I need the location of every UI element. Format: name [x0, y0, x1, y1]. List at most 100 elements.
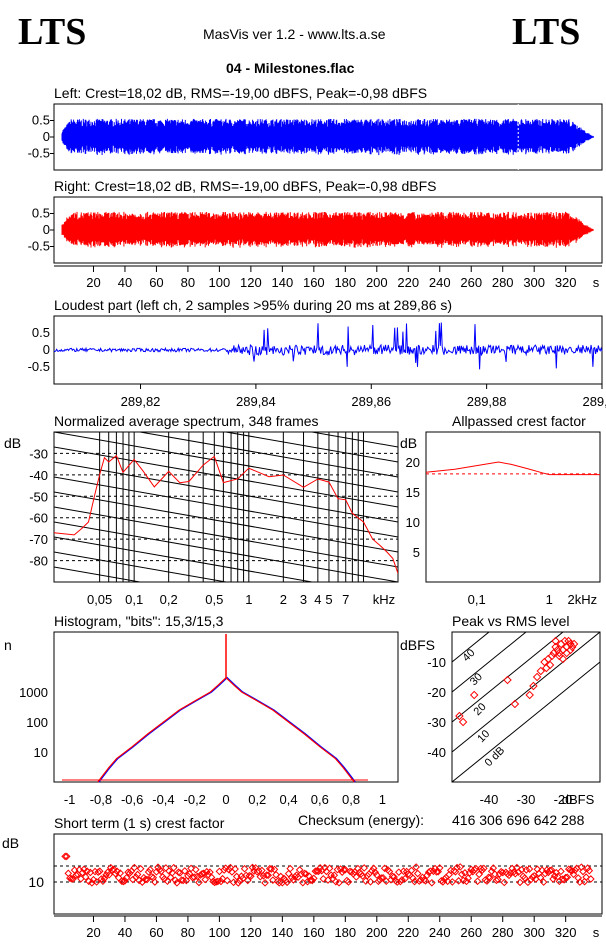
peak-vs-rms-ytick: -20 — [427, 685, 446, 700]
checksum-value: 416 306 696 642 288 — [452, 812, 585, 828]
app-title: MasVis ver 1.2 - www.lts.a.se — [203, 26, 386, 42]
checksum-label: Checksum (energy): — [298, 812, 425, 828]
short-term-crest-point — [332, 877, 340, 886]
spectrum-slope — [309, 432, 398, 448]
short-term-crest-point — [169, 863, 178, 872]
short-term-crest-point — [369, 864, 378, 873]
loudest-part-title: Loudest part (left ch, 2 samples >95% du… — [54, 297, 452, 313]
short-term-crest-point — [401, 874, 409, 883]
peak-vs-rms-ylabel: dBFS — [400, 637, 435, 653]
short-term-crest-point — [69, 875, 77, 883]
peak-vs-rms-diagonals — [452, 632, 600, 782]
allpassed-crest-ylabel: dB — [400, 435, 417, 451]
allpassed-crest-ytick: 15 — [406, 485, 420, 500]
short-term-crest-point — [217, 877, 225, 886]
short-term-crest-point — [141, 875, 150, 884]
allpassed-crest-title: Allpassed crest factor — [452, 413, 586, 429]
right-waveform-xtick: 320 — [555, 275, 577, 290]
short-term-crest-point — [536, 873, 545, 882]
peak-vs-rms-diag-label: 40 — [460, 647, 477, 664]
spectrum-ytick: -80 — [29, 554, 48, 569]
spectrum-ytick: -60 — [29, 511, 48, 526]
right-waveform-ytick: -0.5 — [28, 239, 50, 254]
right-waveform-xtick: 260 — [460, 275, 482, 290]
short-term-crest-point — [358, 872, 367, 880]
short-term-crest-point — [67, 874, 76, 883]
peak-vs-rms-point — [510, 699, 520, 709]
short-term-crest-point — [245, 871, 254, 880]
histogram-ytick: 100 — [26, 715, 48, 730]
short-term-crest-xtick: 300 — [523, 925, 545, 940]
spectrum-slope — [54, 432, 398, 493]
short-term-crest-point — [530, 872, 539, 880]
peak-vs-rms-diagonal — [452, 632, 490, 663]
short-term-crest-point — [421, 877, 430, 885]
histogram-xtick: 0,2 — [248, 792, 266, 807]
peak-vs-rms-title: Peak vs RMS level — [452, 613, 569, 629]
spectrum-ytick: -40 — [29, 468, 48, 483]
short-term-crest-point — [330, 871, 339, 880]
short-term-crest-xtick: 180 — [334, 925, 356, 940]
short-term-crest-point — [240, 864, 249, 873]
short-term-crest-point — [201, 875, 210, 884]
peak-vs-rms-point — [569, 639, 579, 649]
short-term-crest-point — [448, 878, 457, 886]
short-term-crest-point — [103, 868, 112, 877]
short-term-crest-point — [380, 864, 389, 873]
short-term-crest-point — [210, 878, 219, 887]
short-term-crest-point — [494, 875, 502, 884]
right-waveform-xtick: 140 — [272, 275, 294, 290]
left-waveform-ytick: 0 — [43, 129, 50, 144]
short-term-crest-xtick: 200 — [366, 925, 388, 940]
allpassed-crest-xtick: 2 — [568, 592, 575, 607]
file-name: 04 - Milestones.flac — [226, 60, 355, 76]
short-term-crest-point — [165, 867, 173, 875]
spectrum-xtick: 2 — [280, 592, 287, 607]
peak-vs-rms-ytick: -10 — [427, 655, 446, 670]
short-term-crest-point — [489, 864, 498, 872]
peak-vs-rms-point — [536, 666, 546, 676]
peak-vs-rms-xlabel: dBFS — [562, 792, 595, 807]
histogram-frame — [53, 631, 399, 783]
spectrum-xtick: 0,1 — [125, 592, 143, 607]
spectrum-slope — [54, 551, 229, 582]
left-waveform-ytick: 0.5 — [32, 113, 50, 128]
left-waveform-title: Left: Crest=18,02 dB, RMS=-19,00 dBFS, P… — [54, 85, 427, 101]
short-term-crest-point — [377, 874, 386, 882]
spectrum-ytick: -30 — [29, 446, 48, 461]
short-term-crest-point — [287, 873, 296, 882]
peak-vs-rms-point — [564, 636, 573, 646]
right-waveform-xtick: 100 — [209, 275, 231, 290]
short-term-crest-point — [413, 869, 422, 878]
spectrum-slope — [54, 357, 398, 417]
short-term-crest-point — [407, 866, 416, 875]
short-term-crest-point — [262, 871, 271, 879]
short-term-crest-point — [89, 875, 98, 884]
short-term-crest-point — [100, 874, 109, 883]
short-term-crest-xtick: 80 — [181, 925, 195, 940]
loudest-part-trace — [53, 322, 603, 370]
short-term-crest-point — [462, 877, 471, 886]
short-term-crest-point — [517, 865, 526, 874]
right-waveform-title: Right: Crest=18,02 dB, RMS=-19,00 dBFS, … — [54, 178, 436, 194]
short-term-crest-point — [372, 871, 381, 879]
short-term-crest-point — [434, 867, 442, 876]
short-term-crest-point — [439, 878, 447, 886]
logo-right: LTS — [512, 11, 581, 53]
histogram-xtick: 0 — [222, 792, 229, 807]
spectrum-curve — [54, 454, 398, 574]
short-term-crest-point — [563, 873, 572, 882]
short-term-crest-point — [520, 874, 529, 882]
short-term-crest-point — [173, 879, 181, 887]
right-waveform-xtick: 40 — [118, 275, 132, 290]
short-term-crest-point — [390, 873, 398, 881]
right-waveform-xtick: 60 — [149, 275, 163, 290]
short-term-crest-point — [154, 863, 162, 872]
spectrum-xtick: 3 — [300, 592, 307, 607]
short-term-crest-point — [360, 864, 369, 872]
allpassed-crest-xtick: 1 — [546, 592, 553, 607]
short-term-crest-frame — [53, 833, 603, 915]
short-term-crest-point — [193, 872, 202, 881]
spectrum-slope — [54, 506, 398, 568]
